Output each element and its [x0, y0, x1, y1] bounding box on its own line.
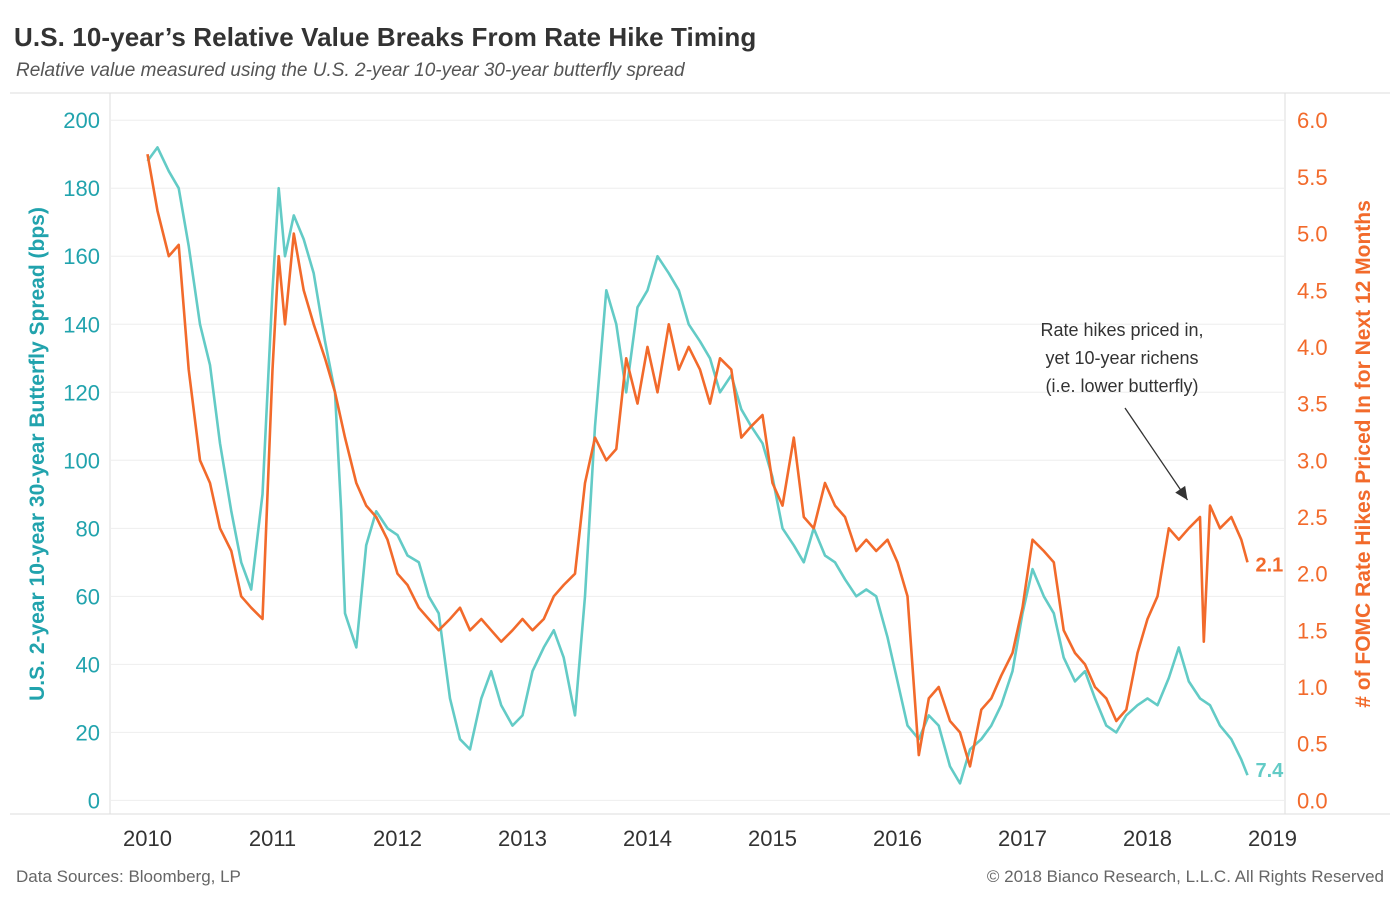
page-title: U.S. 10-year’s Relative Value Breaks Fro… — [14, 22, 757, 52]
grid — [110, 119, 1285, 801]
right-axis-ticks: 0.0 0.5 1.0 1.5 2.0 2.5 3.0 3.5 4.0 4.5 5.0 5.5 6.0 — [1297, 108, 1328, 813]
left-tick-label: 0 — [88, 788, 100, 813]
right-tick-label: 0.0 — [1297, 788, 1328, 813]
right-tick-label: 4.0 — [1297, 335, 1328, 360]
series-layer — [146, 146, 1249, 785]
right-tick-label: 2.0 — [1297, 562, 1328, 587]
left-tick-label: 80 — [76, 516, 100, 541]
data-source: Data Sources: Bloomberg, LP — [16, 867, 241, 886]
left-tick-label: 40 — [76, 652, 100, 677]
annotation-arrowhead — [1175, 485, 1188, 500]
x-tick-label: 2012 — [373, 826, 422, 851]
right-tick-label: 3.0 — [1297, 448, 1328, 473]
right-tick-label: 5.5 — [1297, 165, 1328, 190]
left-tick-label: 140 — [63, 312, 100, 337]
right-axis-label: # of FOMC Rate Hikes Priced In for Next … — [1352, 200, 1375, 708]
right-tick-label: 5.0 — [1297, 222, 1328, 247]
right-tick-label: 2.5 — [1297, 505, 1328, 530]
x-tick-label: 2010 — [123, 826, 172, 851]
butterfly-series-line — [146, 146, 1249, 785]
x-tick-label: 2015 — [748, 826, 797, 851]
annotation-line-3: (i.e. lower butterfly) — [1045, 376, 1198, 396]
right-tick-label: 1.5 — [1297, 618, 1328, 643]
x-tick-label: 2019 — [1248, 826, 1297, 851]
page-subtitle: Relative value measured using the U.S. 2… — [16, 60, 685, 81]
teal-last-value-label: 7.4 — [1256, 760, 1285, 782]
left-tick-label: 100 — [63, 448, 100, 473]
right-tick-label: 1.0 — [1297, 675, 1328, 700]
annotation-line-1: Rate hikes priced in, — [1040, 320, 1203, 340]
left-tick-label: 20 — [76, 720, 100, 745]
x-tick-label: 2018 — [1123, 826, 1172, 851]
x-tick-label: 2017 — [998, 826, 1047, 851]
rate-hikes-series-line — [146, 153, 1249, 768]
annotation-arrow — [1124, 407, 1189, 501]
left-tick-label: 180 — [63, 176, 100, 201]
orange-last-value-label: 2.1 — [1256, 554, 1284, 576]
left-axis-ticks: 0 20 40 60 80 100 120 140 160 180 200 — [63, 108, 100, 813]
right-tick-label: 4.5 — [1297, 278, 1328, 303]
copyright: © 2018 Bianco Research, L.L.C. All Right… — [986, 867, 1384, 886]
right-tick-label: 0.5 — [1297, 732, 1328, 757]
left-tick-label: 60 — [76, 584, 100, 609]
x-tick-label: 2014 — [623, 826, 672, 851]
left-axis-label: U.S. 2-year 10-year 30-year Butterfly Sp… — [26, 207, 49, 701]
left-tick-label: 160 — [63, 244, 100, 269]
x-tick-label: 2011 — [249, 826, 296, 851]
x-tick-label: 2013 — [498, 826, 547, 851]
x-axis-ticks: 2010 2011 2012 2013 2014 2015 2016 2017 2018 2019 — [123, 826, 1297, 851]
left-tick-label: 200 — [63, 108, 100, 133]
annotation-line-2: yet 10-year richens — [1045, 348, 1198, 368]
x-tick-label: 2016 — [873, 826, 922, 851]
right-tick-label: 6.0 — [1297, 108, 1328, 133]
left-tick-label: 120 — [63, 380, 100, 405]
right-tick-label: 3.5 — [1297, 392, 1328, 417]
annotation: Rate hikes priced in, yet 10-year richen… — [1040, 320, 1204, 501]
